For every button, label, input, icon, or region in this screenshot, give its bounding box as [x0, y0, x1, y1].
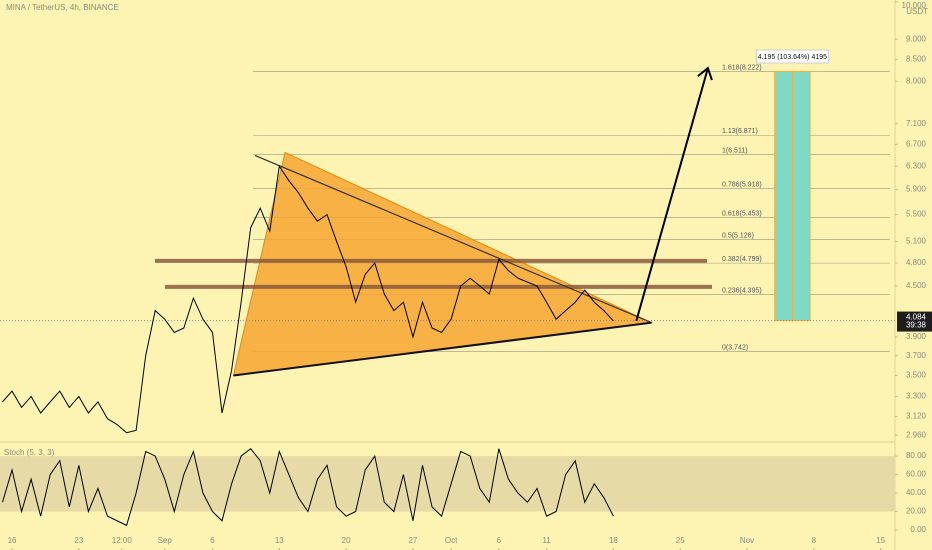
target-label: 4.195 (103.64%) 4195	[758, 54, 827, 61]
countdown: 39:38	[906, 321, 927, 330]
x-tick-label: 12:00	[112, 536, 133, 545]
currency: USDT	[906, 7, 928, 16]
x-tick-label: 25	[676, 536, 685, 545]
x-tick-label: Sep	[158, 536, 173, 545]
stoch-line	[2, 447, 614, 527]
x-tick-label: 13	[275, 536, 284, 545]
x-tick-label: 6	[210, 536, 215, 545]
x-tick-label: 27	[408, 536, 417, 545]
upper-trendline	[254, 154, 652, 324]
fib-label: 0.786(5.918)	[722, 181, 762, 188]
y-tick-label: 40.00	[906, 488, 927, 497]
price-tag	[897, 311, 932, 332]
indicator-title: Stoch (5, 3, 3)	[4, 448, 55, 457]
x-tick-label: 8	[812, 536, 817, 545]
y-tick-label: 4.800	[906, 258, 927, 267]
y-tick-label: 5.500	[906, 210, 927, 219]
y-tick-label: 3.300	[906, 392, 927, 401]
y-tick-label: 60.00	[906, 470, 927, 479]
x-tick-label: 11	[542, 536, 551, 545]
y-tick-label: 3.700	[906, 351, 927, 360]
fib-label: 0.236(4.395)	[722, 287, 762, 294]
y-tick-label: 2.960	[906, 430, 927, 439]
y-tick-label: 6.300	[906, 161, 927, 170]
y-tick-label: 20.00	[906, 507, 927, 516]
stoch-band	[0, 456, 895, 512]
y-tick-label: 5.900	[906, 185, 927, 194]
fib-label: 0(3.742)	[722, 345, 748, 352]
x-tick-label: 16	[8, 536, 17, 545]
y-tick-label: 3.900	[906, 332, 927, 341]
x-tick-label: 15	[876, 536, 885, 545]
y-tick-label: 8.500	[906, 55, 927, 64]
y-tick-label: 3.500	[906, 371, 927, 380]
fib-label: 1.618(8.222)	[722, 64, 762, 71]
x-tick-label: 6	[497, 536, 502, 545]
y-tick-label: 7.100	[906, 119, 927, 128]
target-label-box	[755, 49, 829, 64]
y-tick-label: 3.120	[906, 412, 927, 421]
fib-label: 1(6.511)	[722, 147, 748, 154]
y-tick-label: 8.000	[906, 76, 927, 85]
price-line	[2, 164, 614, 434]
fib-label: 0.382(4.799)	[722, 256, 762, 263]
arrow-head	[697, 66, 713, 81]
lower-trendline	[233, 321, 652, 377]
y-tick-label: 10.000	[902, 1, 927, 10]
x-tick-label: 18	[609, 536, 618, 545]
chart-title: MINA / TetherUS, 4h, BINANCE	[6, 3, 119, 12]
x-tick-label: 20	[342, 536, 351, 545]
y-tick-label: 80.00	[906, 451, 927, 460]
y-tick-label: 6.700	[906, 139, 927, 148]
arrow	[635, 67, 709, 322]
fib-label: 0.618(5.453)	[722, 210, 762, 217]
y-tick-label: 9.000	[906, 34, 927, 43]
y-tick-label: 4.500	[906, 281, 927, 290]
x-tick-label: Nov	[740, 536, 754, 545]
fib-label: 1.13(6.871)	[722, 128, 758, 135]
x-tick-label: Oct	[445, 536, 458, 545]
fib-label: 0.5(5.126)	[722, 233, 754, 240]
price-tag-value: 4.084	[906, 313, 927, 322]
y-tick-label: 5.100	[906, 237, 927, 246]
y-tick-label: 0.00	[910, 525, 926, 534]
x-tick-label: 23	[74, 536, 83, 545]
